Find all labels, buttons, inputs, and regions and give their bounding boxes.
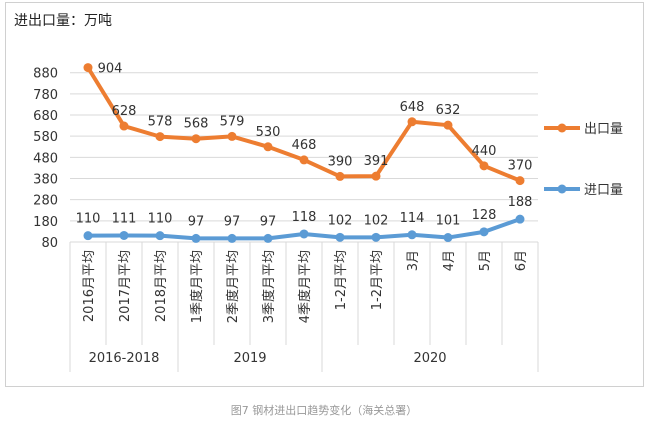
line-chart: 80 180 280 380 480 580 680 780 880 2016月平均 2017月平均… bbox=[33, 62, 623, 372]
x-tick-label: 2018月平均 bbox=[154, 250, 169, 322]
data-label: 579 bbox=[220, 114, 245, 129]
data-label: 118 bbox=[292, 210, 317, 225]
data-point bbox=[407, 117, 417, 127]
data-label: 370 bbox=[508, 159, 533, 174]
data-point bbox=[155, 231, 165, 241]
x-tick-label: 1-2月平均 bbox=[334, 250, 349, 310]
data-label: 111 bbox=[112, 211, 137, 226]
x-tick-label: 2017月平均 bbox=[118, 250, 133, 322]
data-label: 101 bbox=[436, 214, 461, 229]
data-point bbox=[155, 132, 165, 142]
data-label: 440 bbox=[472, 144, 497, 159]
x-tick-label: 4月 bbox=[442, 250, 457, 271]
unit-title: 进出口量：万吨 bbox=[14, 13, 112, 29]
data-point bbox=[263, 233, 273, 243]
data-label: 390 bbox=[328, 154, 353, 169]
x-tick-label: 6月 bbox=[514, 250, 529, 271]
data-point bbox=[263, 142, 273, 152]
data-point bbox=[335, 232, 345, 242]
y-tick-label: 380 bbox=[33, 173, 58, 188]
y-tick-label: 80 bbox=[41, 236, 58, 251]
x-tick-label: 1-2月平均 bbox=[370, 250, 385, 310]
data-point bbox=[83, 63, 93, 73]
data-point bbox=[443, 120, 453, 130]
data-point bbox=[191, 134, 201, 144]
data-label: 391 bbox=[364, 154, 389, 169]
data-point bbox=[227, 233, 237, 243]
group-label: 2020 bbox=[413, 351, 446, 366]
data-label: 628 bbox=[112, 104, 137, 119]
data-point bbox=[299, 155, 309, 165]
y-tick-label: 680 bbox=[33, 109, 58, 124]
x-tick-label: 2016月平均 bbox=[82, 250, 97, 322]
legend-label: 出口量 bbox=[584, 122, 623, 137]
y-tick-label: 280 bbox=[33, 194, 58, 209]
data-label: 97 bbox=[188, 214, 205, 229]
x-tick-label: 3季度月平均 bbox=[261, 250, 277, 323]
figure-caption: 图7 钢材进出口趋势变化（海关总署） bbox=[230, 404, 418, 417]
data-point bbox=[119, 121, 129, 131]
data-label: 188 bbox=[508, 195, 533, 210]
y-tick-label: 180 bbox=[33, 215, 58, 230]
y-tick-label: 480 bbox=[33, 151, 58, 166]
data-label: 110 bbox=[76, 212, 101, 227]
y-tick-label: 880 bbox=[33, 67, 58, 82]
data-label: 114 bbox=[400, 211, 425, 226]
data-point bbox=[479, 161, 489, 171]
data-label: 97 bbox=[224, 214, 241, 229]
data-label: 648 bbox=[400, 100, 425, 115]
data-label: 102 bbox=[328, 213, 353, 228]
data-label: 110 bbox=[148, 212, 173, 227]
x-tick-label: 1季度月平均 bbox=[189, 250, 205, 323]
data-label: 578 bbox=[148, 115, 173, 130]
data-label: 97 bbox=[260, 214, 277, 229]
data-label: 904 bbox=[98, 62, 123, 77]
x-tick-label: 3月 bbox=[406, 250, 421, 271]
group-label: 2019 bbox=[233, 351, 266, 366]
data-point bbox=[515, 214, 525, 224]
legend-label: 进口量 bbox=[584, 183, 623, 198]
data-point bbox=[515, 176, 525, 186]
data-point bbox=[335, 171, 345, 181]
data-point bbox=[191, 233, 201, 243]
data-point bbox=[227, 131, 237, 141]
data-point bbox=[119, 230, 129, 240]
data-label: 468 bbox=[292, 138, 317, 153]
legend-marker bbox=[557, 184, 567, 194]
group-label: 2016-2018 bbox=[89, 351, 160, 366]
data-label: 102 bbox=[364, 213, 389, 228]
x-tick-label: 4季度月平均 bbox=[297, 250, 313, 323]
data-label: 128 bbox=[472, 208, 497, 223]
data-point bbox=[407, 230, 417, 240]
data-point bbox=[371, 171, 381, 181]
data-point bbox=[299, 229, 309, 239]
data-point bbox=[371, 232, 381, 242]
data-label: 568 bbox=[184, 117, 209, 132]
data-point bbox=[443, 233, 453, 243]
data-point bbox=[83, 231, 93, 241]
legend-marker bbox=[557, 123, 567, 133]
data-label: 530 bbox=[256, 125, 281, 140]
data-label: 632 bbox=[436, 103, 461, 118]
y-tick-label: 580 bbox=[33, 130, 58, 145]
x-tick-label: 2季度月平均 bbox=[225, 250, 241, 323]
x-tick-label: 5月 bbox=[478, 250, 493, 271]
y-tick-label: 780 bbox=[33, 88, 58, 103]
data-point bbox=[479, 227, 489, 237]
